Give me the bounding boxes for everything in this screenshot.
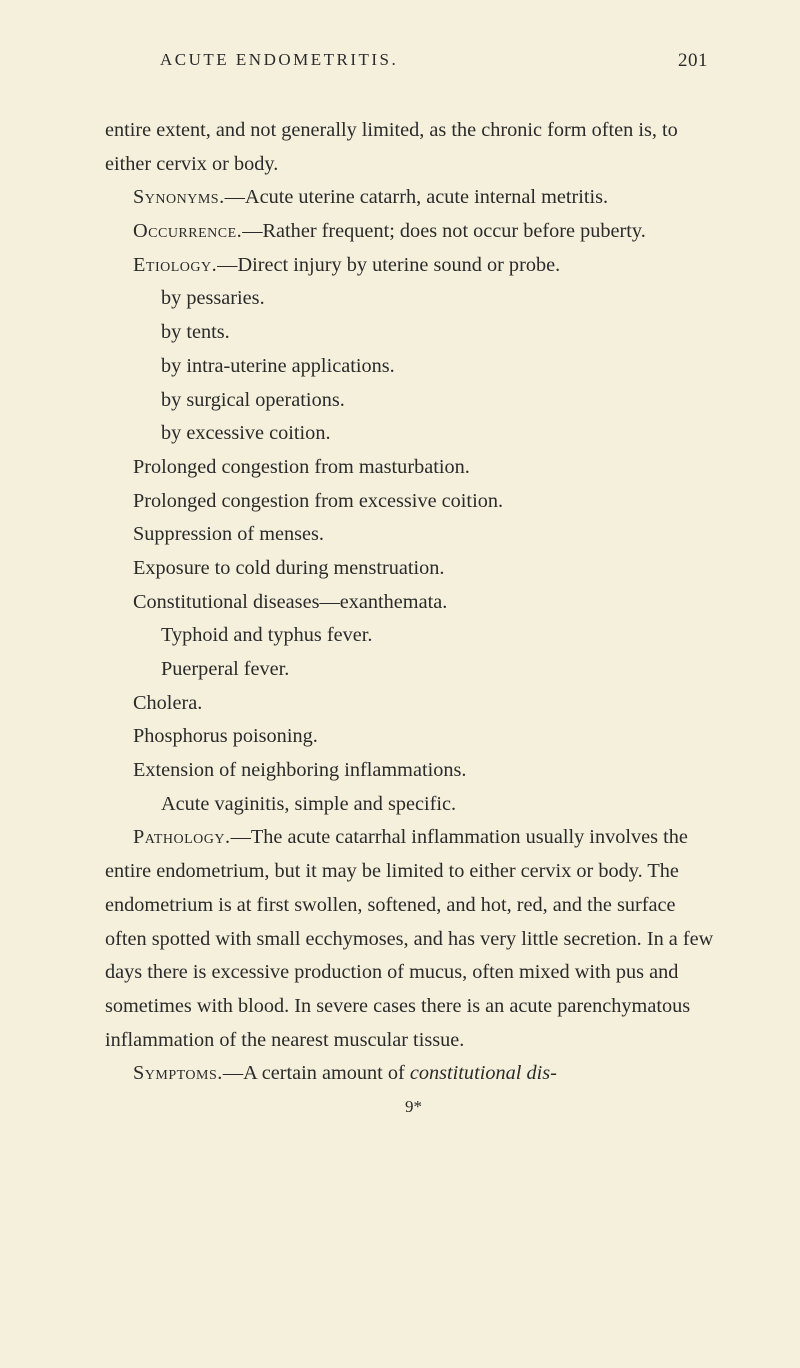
etio-item3: Prolonged congestion from excessive coit… — [105, 485, 722, 519]
page-header: ACUTE ENDOMETRITIS. 201 — [105, 50, 722, 72]
etio-sub7: Puerperal fever. — [105, 653, 722, 687]
etio-item6: Constitutional diseases—exanthemata. — [105, 586, 722, 620]
etio-sub3: by intra-uterine applications. — [105, 350, 722, 384]
etio-sub2: by tents. — [105, 316, 722, 350]
pathology-label: Pathology. — [133, 826, 231, 848]
etio-sub4: by surgical operations. — [105, 384, 722, 418]
occurrence-para: Occurrence.—Rather frequent; does not oc… — [105, 215, 722, 249]
pathology-para: Pathology.—The acute catarrhal inflammat… — [105, 821, 722, 1057]
footer-mark: 9* — [105, 1093, 722, 1121]
synonyms-text: —Acute uterine catarrh, acute internal m… — [225, 186, 608, 208]
etio-item2: Prolonged congestion from masturbation. — [105, 451, 722, 485]
body-text: entire extent, and not generally limited… — [105, 114, 722, 1121]
symptoms-text-pre: —A certain amount of — [223, 1062, 410, 1084]
page-container: ACUTE ENDOMETRITIS. 201 entire extent, a… — [0, 0, 800, 1368]
pathology-text: —The acute catarrhal inflammation usuall… — [105, 826, 713, 1050]
symptoms-label: Symptoms. — [133, 1062, 223, 1084]
etiology-text: —Direct injury by uterine sound or probe… — [217, 254, 560, 276]
occurrence-label: Occurrence. — [133, 220, 242, 242]
etio-item9: Extension of neighboring inflammations. — [105, 754, 722, 788]
etiology-para: Etiology.—Direct injury by uterine sound… — [105, 249, 722, 283]
etio-item5: Exposure to cold during menstruation. — [105, 552, 722, 586]
etio-item8: Phosphorus poisoning. — [105, 720, 722, 754]
synonyms-label: Synonyms. — [133, 186, 225, 208]
etio-sub6: Typhoid and typhus fever. — [105, 619, 722, 653]
occurrence-text: —Rather frequent; does not occur before … — [242, 220, 646, 242]
etio-sub8: Acute vaginitis, simple and specific. — [105, 788, 722, 822]
etio-item7: Cholera. — [105, 687, 722, 721]
opening-paragraph: entire extent, and not generally limited… — [105, 114, 722, 181]
etio-item4: Suppression of menses. — [105, 518, 722, 552]
header-title: ACUTE ENDOMETRITIS. — [160, 50, 398, 72]
etio-sub1: by pessaries. — [105, 282, 722, 316]
page-number: 201 — [678, 50, 708, 72]
etio-sub5: by excessive coition. — [105, 417, 722, 451]
synonyms-para: Synonyms.—Acute uterine catarrh, acute i… — [105, 181, 722, 215]
symptoms-para: Symptoms.—A certain amount of constituti… — [105, 1057, 722, 1091]
etiology-label: Etiology. — [133, 254, 217, 276]
symptoms-italic: constitutional dis- — [410, 1062, 557, 1084]
